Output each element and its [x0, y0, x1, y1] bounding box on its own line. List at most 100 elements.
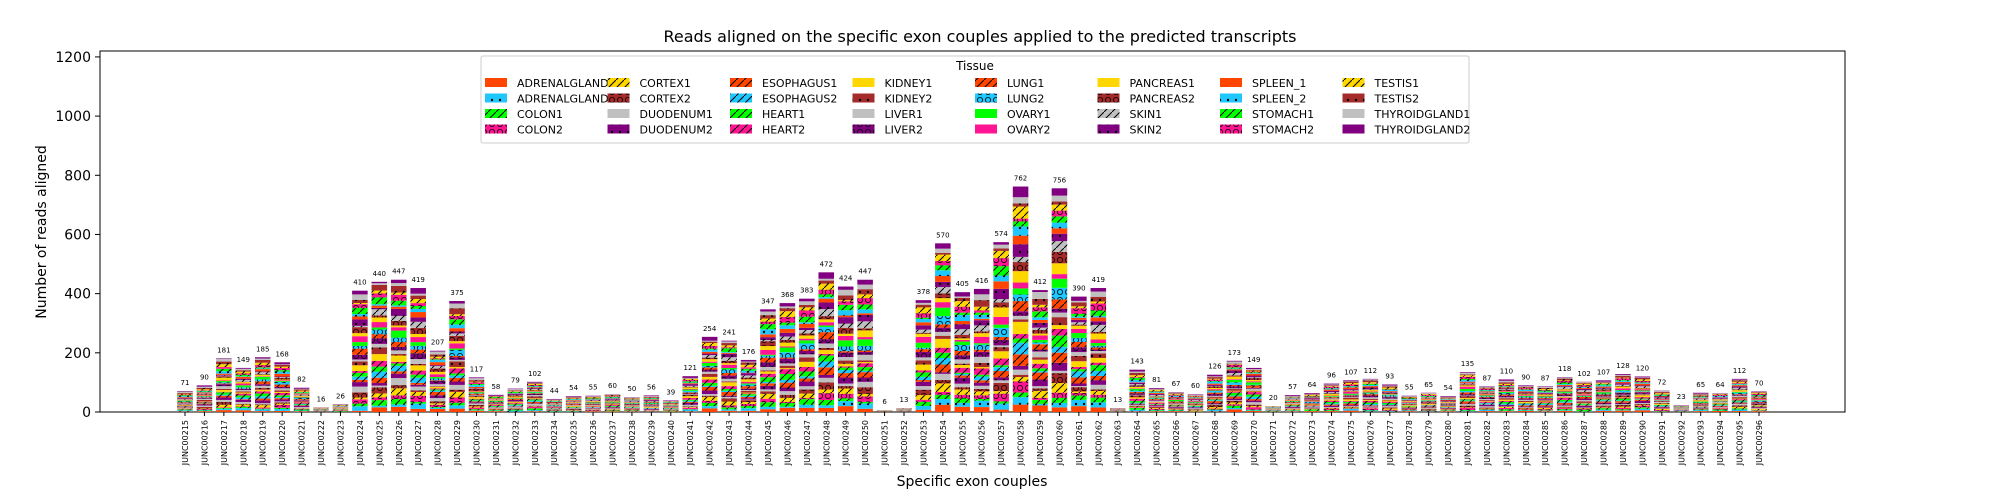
bar-segment-testis2	[1576, 382, 1592, 384]
bar-segment-adrenalgland1	[1537, 411, 1554, 412]
bar-total-label: 13	[900, 396, 909, 404]
bar-segment-duodenum1	[954, 383, 971, 388]
bar-segment-heart1	[254, 393, 271, 397]
bar-segment-ovary1	[837, 340, 854, 347]
bar-JUNC00280	[1440, 396, 1456, 412]
bar-segment-lung2	[1304, 401, 1320, 404]
bar-segment-liver2	[682, 393, 699, 395]
x-tick-label: JUNC00296	[1755, 420, 1764, 466]
bar-segment-skin2	[837, 317, 854, 324]
bar-segment-pancreas1	[585, 401, 601, 402]
bar-segment-lung2	[390, 337, 407, 343]
bar-segment-colon1	[760, 402, 776, 407]
bar-segment-duodenum2	[293, 405, 310, 408]
bar-segment-skin2	[449, 331, 465, 334]
bar-segment-liver1	[1284, 402, 1301, 404]
bar-JUNC00255	[954, 292, 971, 412]
bar-segment-thyroidgland1	[293, 388, 310, 390]
bar-segment-duodenum2	[1401, 408, 1417, 409]
bar-segment-cortex1	[1615, 406, 1631, 408]
legend-label: COLON2	[517, 124, 563, 137]
bar-segment-kidney1	[721, 382, 737, 387]
bar-segment-ovary2	[721, 364, 737, 368]
bar-segment-adrenalgland1	[1129, 411, 1145, 412]
legend-entry-kidney1: KIDNEY1	[852, 77, 932, 90]
x-tick-label: JUNC00247	[803, 420, 812, 466]
x-tick-label: JUNC00222	[317, 420, 326, 466]
bar-segment-kidney2	[1537, 400, 1554, 402]
bar-segment-testis2	[177, 392, 193, 394]
x-tick-label: JUNC00267	[1191, 420, 1200, 466]
bar-segment-skin2	[1595, 387, 1612, 389]
bar-segment-stomach2	[468, 382, 485, 384]
bar-segment-spleen_1	[760, 334, 776, 338]
bar-segment-liver2	[216, 384, 232, 387]
bar-segment-ovary2	[954, 339, 971, 342]
bar-segment-liver2	[1537, 398, 1554, 400]
bar-segment-thyroidgland1	[1692, 393, 1709, 395]
bar-segment-liver1	[274, 388, 290, 391]
x-tick-label: JUNC00223	[336, 420, 345, 466]
bar-JUNC00292	[1673, 405, 1690, 412]
bar-segment-spleen_1	[196, 392, 213, 394]
bar-segment-adrenalgland2	[1692, 410, 1709, 412]
bar-segment-colon1	[235, 407, 252, 409]
bar-segment-cortex2	[760, 391, 776, 394]
x-tick-label: JUNC00283	[1502, 420, 1511, 466]
bar-segment-thyroidgland1	[935, 248, 951, 253]
x-tick-label: JUNC00293	[1697, 420, 1706, 466]
bar-segment-ovary1	[1479, 395, 1495, 397]
bar-segment-ovary2	[1343, 391, 1359, 394]
bar-segment-skin1	[721, 357, 737, 361]
bar-segment-skin2	[915, 325, 932, 330]
bar-segment-ovary2	[1751, 399, 1767, 401]
bar-segment-thyroidgland2	[1537, 386, 1554, 387]
bar-segment-adrenalgland1	[1071, 406, 1087, 412]
bar-segment-ovary1	[1498, 391, 1515, 393]
bar-segment-kidney1	[740, 392, 757, 394]
bar-segment-kidney1	[1654, 403, 1670, 405]
bar-segment-spleen_2	[449, 324, 465, 329]
bar-segment-pancreas2	[721, 360, 737, 364]
bar-segment-heart1	[1634, 398, 1651, 400]
bar-segment-cortex1	[760, 393, 776, 399]
x-tick-label: JUNC00229	[453, 420, 462, 466]
bar-segment-kidney1	[468, 397, 485, 399]
bar-segment-duodenum2	[760, 385, 776, 390]
bar-segment-testis1	[235, 371, 252, 374]
bar-segment-stomach1	[1090, 310, 1107, 316]
bar-segment-heart2	[410, 370, 426, 375]
legend-title: Tissue	[955, 59, 994, 73]
bar-segment-skin1	[973, 325, 990, 332]
bar-segment-cortex1	[1537, 408, 1554, 410]
bar-segment-kidney2	[993, 347, 1009, 352]
bar-segment-thyroidgland1	[1498, 380, 1515, 383]
bar-segment-stomach1	[1556, 382, 1573, 385]
bar-segment-duodenum2	[701, 390, 718, 395]
bar-segment-pancreas2	[1459, 384, 1476, 386]
bar-segment-thyroidgland2	[721, 340, 737, 342]
bar-segment-thyroidgland1	[1012, 197, 1029, 204]
bar-segment-stomach2	[935, 261, 951, 266]
bar-segment-duodenum2	[779, 387, 796, 392]
bar-segment-adrenalgland1	[682, 411, 699, 412]
bar-segment-colon2	[216, 407, 232, 408]
bar-segment-pancreas1	[507, 396, 524, 398]
bar-segment-lung1	[1459, 392, 1476, 395]
bar-segment-lung1	[410, 349, 426, 354]
legend-label: COLON1	[517, 108, 563, 121]
bar-segment-colon2	[818, 393, 835, 400]
bar-segment-lung2	[1129, 390, 1145, 392]
bar-segment-pancreas1	[1071, 325, 1087, 329]
bar-segment-adrenalgland1	[740, 410, 757, 412]
bar-segment-liver1	[857, 354, 873, 361]
bar-segment-testis2	[293, 389, 310, 391]
bar-total-label: 570	[936, 231, 949, 239]
bar-segment-liver2	[196, 397, 213, 399]
bar-segment-lung2	[1615, 390, 1631, 393]
bar-segment-testis1	[1032, 304, 1048, 308]
bar-segment-cortex2	[1634, 403, 1651, 405]
bar-total-label: 72	[1657, 379, 1666, 387]
bar-segment-kidney2	[1654, 402, 1670, 404]
bar-total-label: 419	[411, 276, 424, 284]
